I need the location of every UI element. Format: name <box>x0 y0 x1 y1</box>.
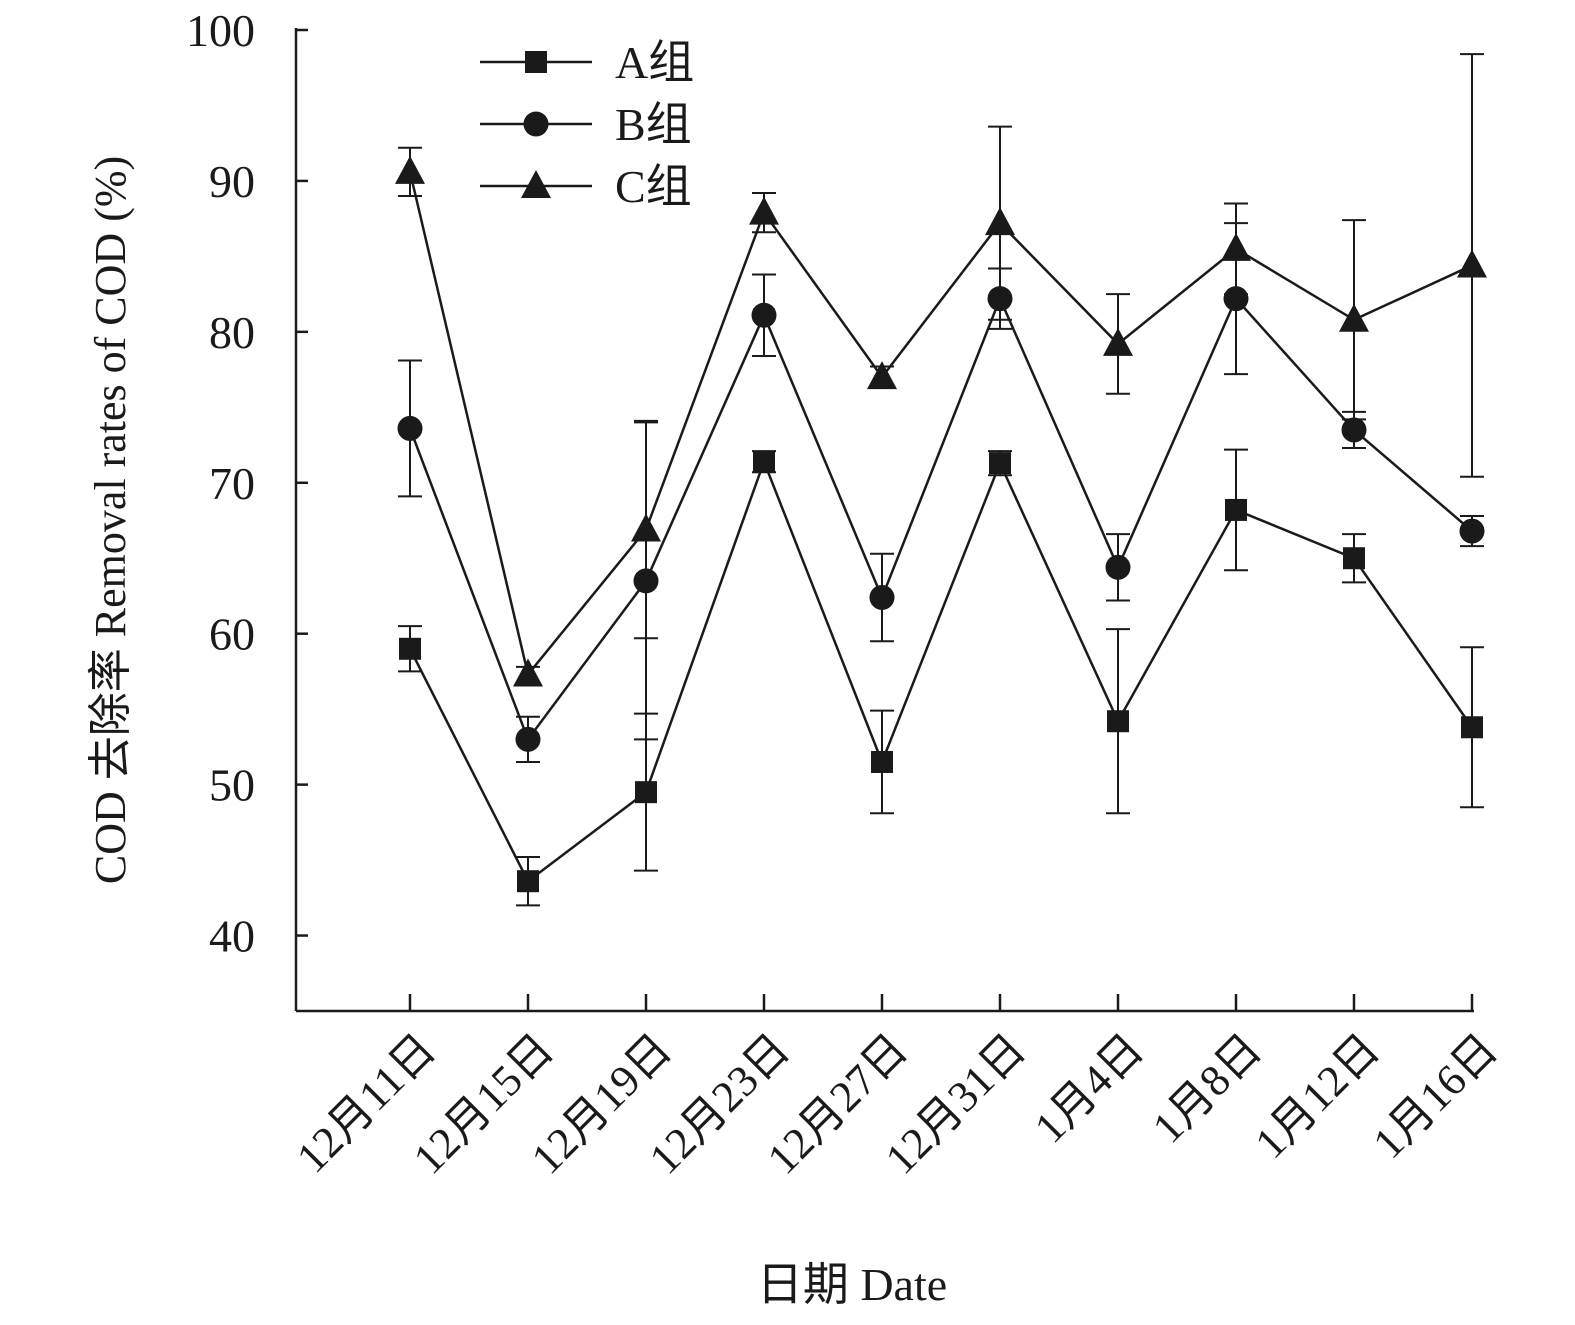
legend-label: B组 <box>615 99 692 150</box>
x-tick-label: 1月16日 <box>1364 1024 1508 1168</box>
data-point <box>751 302 777 328</box>
y-tick-label: 70 <box>209 458 255 509</box>
data-point <box>517 870 539 893</box>
data-point <box>1103 327 1133 356</box>
series-layer <box>395 53 1487 907</box>
series-line <box>408 171 1473 678</box>
data-point <box>631 513 661 542</box>
data-point <box>513 658 543 687</box>
data-point <box>1221 232 1251 261</box>
y-tick-label: 40 <box>209 911 255 962</box>
data-point <box>1343 547 1365 570</box>
axes <box>294 28 1474 1013</box>
legend-marker <box>525 51 547 73</box>
legend-marker <box>521 170 551 198</box>
data-point <box>749 196 779 225</box>
y-tick-label: 90 <box>209 156 255 207</box>
series-triangle <box>395 53 1487 687</box>
y-tick-label: 100 <box>186 5 255 56</box>
legend-label: C组 <box>615 161 692 212</box>
x-tick-label: 1月4日 <box>1025 1024 1153 1152</box>
data-point <box>1105 554 1131 580</box>
legend: A组 B组 C组 <box>480 37 694 212</box>
series-line <box>408 295 1473 742</box>
data-point <box>1339 303 1369 332</box>
data-point <box>395 155 425 184</box>
data-point <box>1457 249 1487 278</box>
y-tick-label: 50 <box>209 760 255 811</box>
data-point <box>1223 286 1249 312</box>
x-axis-label: 日期 Date <box>757 1259 947 1310</box>
data-point <box>985 207 1015 236</box>
series-circle <box>397 222 1485 763</box>
data-point <box>869 584 895 610</box>
y-tick-label: 80 <box>209 307 255 358</box>
legend-label: A组 <box>615 37 694 88</box>
series-square <box>398 448 1484 907</box>
y-axis-label: COD 去除率 Removal rates of COD (%) <box>86 156 135 884</box>
data-point <box>1459 518 1485 544</box>
data-point <box>399 637 421 660</box>
x-ticks: 12月11日12月15日12月19日12月23日12月27日12月31日1月4日… <box>287 994 1508 1184</box>
y-ticks: 40 50 60 70 80 90 100 <box>186 5 308 962</box>
y-tick-label: 60 <box>209 609 255 660</box>
x-tick-label: 1月12日 <box>1246 1024 1390 1168</box>
series-line <box>408 458 1474 884</box>
legend-item: A组 <box>480 37 694 88</box>
legend-marker <box>523 111 549 137</box>
data-point <box>1225 498 1247 521</box>
data-point <box>635 781 657 804</box>
data-point <box>1107 710 1129 733</box>
legend-item: B组 <box>480 99 692 150</box>
data-point <box>397 415 423 441</box>
data-point <box>871 750 893 773</box>
data-point <box>1461 716 1483 739</box>
data-point <box>753 450 775 473</box>
data-point <box>989 452 1011 475</box>
data-point <box>1341 417 1367 443</box>
legend-item: C组 <box>480 161 692 212</box>
data-point <box>867 361 897 390</box>
data-point <box>515 726 541 752</box>
